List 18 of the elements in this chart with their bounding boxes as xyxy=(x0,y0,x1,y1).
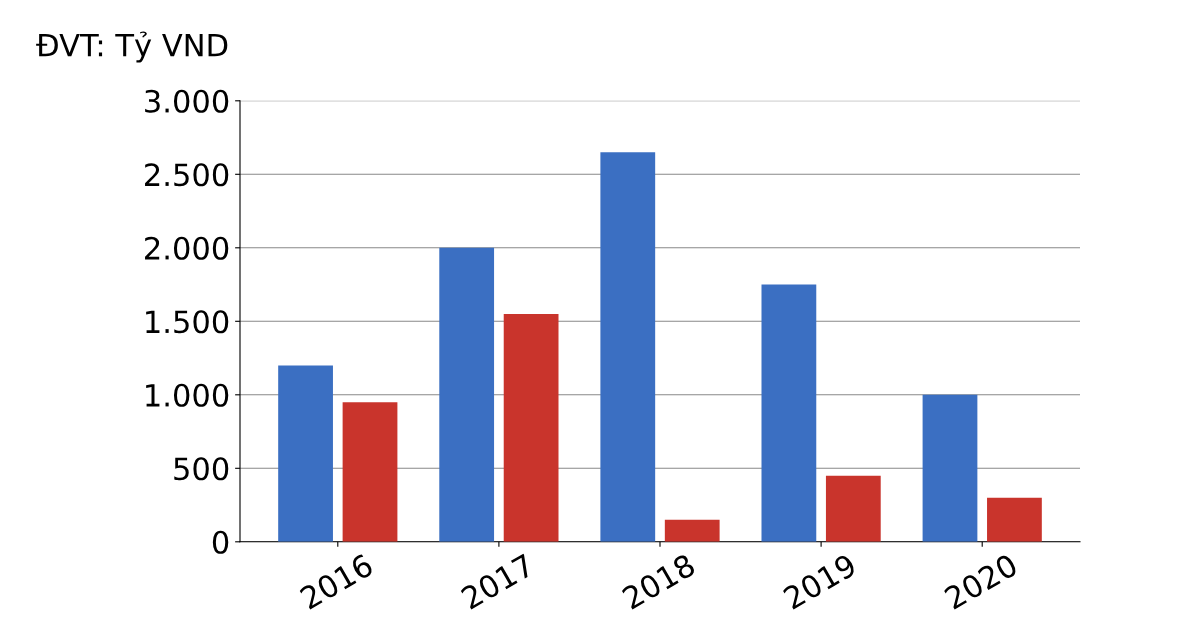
bar xyxy=(922,394,978,542)
y-tick-label: 0 xyxy=(212,530,229,554)
y-axis-title: ĐVT: Tỷ VND xyxy=(36,31,228,63)
y-tick-label: 2.000 xyxy=(145,236,229,260)
bar xyxy=(278,365,333,542)
bar xyxy=(600,152,656,542)
y-tick-label: 2.500 xyxy=(145,163,229,187)
bar xyxy=(825,475,881,542)
bar xyxy=(664,519,720,542)
y-tick-label: 1.000 xyxy=(146,383,229,407)
bar xyxy=(439,247,495,542)
y-tick-label: 500 xyxy=(174,457,229,481)
bar xyxy=(503,313,559,542)
y-tick-label: 3.000 xyxy=(145,89,229,113)
y-tick-label: 1.500 xyxy=(146,310,229,334)
bar xyxy=(342,402,398,542)
bar xyxy=(761,284,817,542)
bar xyxy=(987,497,1042,542)
